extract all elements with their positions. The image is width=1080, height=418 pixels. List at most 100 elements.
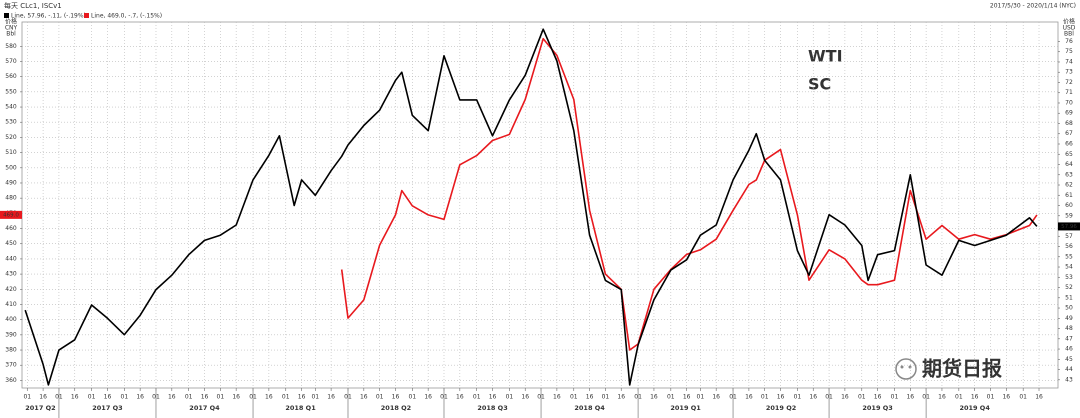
y-tick-label: 420 xyxy=(5,286,17,293)
x-tick-label: 16 xyxy=(104,394,112,401)
y-tick-label: 360 xyxy=(5,377,17,384)
x-tick-label: 16 xyxy=(1035,394,1043,401)
quarter-label: 2018 Q3 xyxy=(477,404,507,412)
x-tick-label: 01 xyxy=(409,394,417,401)
y2-tick-label: 51 xyxy=(1065,294,1073,301)
y-tick-label: 560 xyxy=(5,73,17,80)
quarter-label: 2019 Q4 xyxy=(959,404,990,412)
x-tick-label: 16 xyxy=(841,394,849,401)
y2-tick-label: 44 xyxy=(1065,366,1073,373)
x-tick-label: 01 xyxy=(602,394,610,401)
y-axis-label: CNY xyxy=(5,25,18,32)
y-tick-label: 530 xyxy=(5,119,17,126)
series-line xyxy=(24,28,1038,386)
y-tick-label: 370 xyxy=(5,362,17,369)
quarter-label: 2019 Q1 xyxy=(670,404,701,412)
quarter-label: 2017 Q3 xyxy=(92,404,122,412)
y-tick-label: 500 xyxy=(5,164,17,171)
y-tick-label: 550 xyxy=(5,88,17,95)
x-tick-label: 16 xyxy=(168,394,176,401)
y-tick-label: 440 xyxy=(5,255,17,262)
x-tick-label: 16 xyxy=(971,394,979,401)
y2-tick-label: 52 xyxy=(1065,284,1073,291)
legend-swatch xyxy=(84,13,89,18)
y-tick-label: 410 xyxy=(5,301,17,308)
x-tick-label: 16 xyxy=(938,394,946,401)
y2-tick-label: 57 xyxy=(1065,233,1073,240)
y2-tick-label: 74 xyxy=(1065,58,1073,65)
x-tick-label: 16 xyxy=(392,394,400,401)
y-tick-label: 480 xyxy=(5,195,17,202)
legend-text: Line, 57.96, -.11, (-.19%) xyxy=(11,13,86,20)
x-tick-label: 01 xyxy=(23,394,31,401)
y2-tick-label: 60 xyxy=(1065,202,1073,209)
y-tick-label: 580 xyxy=(5,43,17,50)
x-tick-label: 01 xyxy=(1019,394,1027,401)
last-value-tag xyxy=(1058,222,1080,231)
y2-tick-label: 50 xyxy=(1065,305,1073,312)
y2-tick-label: 47 xyxy=(1065,335,1073,342)
y-tick-label: 390 xyxy=(5,331,17,338)
quarter-label: 2017 Q4 xyxy=(189,404,220,412)
y-axis-label: Bbl xyxy=(6,31,16,38)
x-tick-label: 16 xyxy=(553,394,561,401)
x-tick-label: 01 xyxy=(891,394,899,401)
y-tick-label: 450 xyxy=(5,240,17,247)
x-tick-label: 16 xyxy=(586,394,594,401)
last-value-tag xyxy=(0,210,22,219)
series-line xyxy=(340,37,1038,351)
x-tick-label: 16 xyxy=(327,394,335,401)
x-tick-label: 16 xyxy=(298,394,306,401)
x-tick-label: 16 xyxy=(683,394,691,401)
x-tick-label: 01 xyxy=(987,394,995,401)
date-range: 2017/5/30 - 2020/1/14 (NYC) xyxy=(990,3,1076,10)
y2-tick-label: 69 xyxy=(1065,110,1073,117)
x-tick-label: 16 xyxy=(874,394,882,401)
quarter-label: 2018 Q1 xyxy=(285,404,316,412)
y-tick-label: 510 xyxy=(5,149,17,156)
quarter-label: 2019 Q3 xyxy=(862,404,892,412)
x-tick-label: 01 xyxy=(376,394,384,401)
x-tick-label: 16 xyxy=(232,394,240,401)
y2-tick-label: 49 xyxy=(1065,315,1073,322)
y2-tick-label: 63 xyxy=(1065,171,1073,178)
x-tick-label: 01 xyxy=(506,394,514,401)
y-tick-label: 540 xyxy=(5,104,17,111)
y-tick-label: 400 xyxy=(5,316,17,323)
y2-tick-label: 71 xyxy=(1065,89,1073,96)
x-tick-label: 16 xyxy=(39,394,47,401)
x-tick-label: 01 xyxy=(121,394,129,401)
last-value-label: 57.96 xyxy=(1061,224,1077,230)
y2-axis-label: BBl xyxy=(1064,31,1074,38)
y-tick-label: 380 xyxy=(5,347,17,354)
x-tick-label: 16 xyxy=(745,394,753,401)
x-tick-label: 16 xyxy=(712,394,720,401)
x-tick-label: 01 xyxy=(473,394,481,401)
x-tick-label: 01 xyxy=(761,394,769,401)
y2-tick-label: 64 xyxy=(1065,161,1073,168)
x-tick-label: 16 xyxy=(777,394,785,401)
y2-tick-label: 48 xyxy=(1065,325,1073,332)
quarter-label: 2018 Q2 xyxy=(381,404,411,412)
y-tick-label: 430 xyxy=(5,271,17,278)
y2-tick-label: 75 xyxy=(1065,48,1073,55)
y2-tick-label: 54 xyxy=(1065,264,1073,271)
y2-tick-label: 72 xyxy=(1065,79,1073,86)
legend-text: Line, 469.0, -.7, (-.15%) xyxy=(91,13,162,20)
x-tick-label: 16 xyxy=(617,394,625,401)
x-tick-label: 01 xyxy=(217,394,225,401)
x-tick-label: 16 xyxy=(265,394,273,401)
legend-swatch xyxy=(4,13,9,18)
header: 每天 CLc1, ISCv1 xyxy=(4,1,62,10)
x-tick-label: 16 xyxy=(809,394,817,401)
y-axis-label: 价格 xyxy=(5,18,17,26)
y2-axis-label: 价格 xyxy=(1063,18,1075,26)
x-tick-label: 01 xyxy=(311,394,319,401)
y-tick-label: 520 xyxy=(5,134,17,141)
quarter-label: 2019 Q2 xyxy=(766,404,796,412)
y2-tick-label: 76 xyxy=(1065,38,1073,45)
plot-area xyxy=(21,21,1059,389)
x-tick-label: 01 xyxy=(570,394,578,401)
x-tick-label: 16 xyxy=(456,394,464,401)
y2-tick-label: 62 xyxy=(1065,182,1073,189)
